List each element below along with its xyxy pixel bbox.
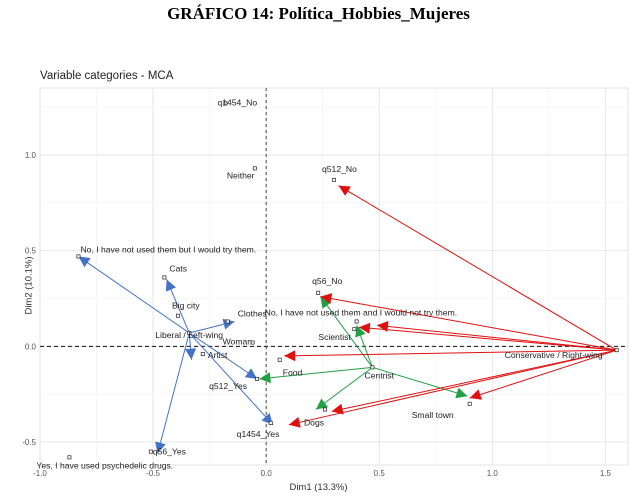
point-label-cats: Cats xyxy=(169,263,187,273)
arrow-head xyxy=(377,321,389,332)
x-tick-label: -1.0 xyxy=(33,469,47,478)
point-food xyxy=(277,357,282,362)
x-tick-label: 1.0 xyxy=(487,469,499,478)
arrow-line xyxy=(320,296,617,351)
point-woman xyxy=(250,340,255,345)
point-label-neither: Neither xyxy=(227,170,255,180)
x-tick-label: 0.5 xyxy=(374,469,386,478)
point-q512-yes xyxy=(255,376,260,381)
point-label-scientist: Scientist xyxy=(318,332,351,342)
point-q56-yes xyxy=(148,449,153,454)
arrow-head xyxy=(355,325,366,338)
arrow-line xyxy=(320,296,373,368)
point-clothes xyxy=(225,319,230,324)
arrow-head xyxy=(78,256,91,268)
arrow-head xyxy=(185,348,197,360)
point-no-i-have-not-used-them-but-i-would-try-them xyxy=(76,254,81,259)
arrow-head xyxy=(222,318,235,330)
point-label-yes-i-have-used-psychedelic-drugs: Yes, I have used psychedelic drugs. xyxy=(36,460,173,470)
point-label-artist: Artist xyxy=(208,350,228,360)
point-q1454-no xyxy=(223,101,228,106)
arrow-line xyxy=(469,349,617,399)
y-tick-label: 1.0 xyxy=(25,151,37,160)
point-centrist xyxy=(370,365,375,370)
arrow-head xyxy=(259,372,271,384)
point-small-town xyxy=(467,401,472,406)
arrow-line xyxy=(288,349,617,426)
point-label-small-town: Small town xyxy=(412,410,454,420)
arrow-head xyxy=(469,389,482,400)
arrow-head xyxy=(331,403,344,415)
arrow-head xyxy=(320,296,332,309)
arrow-head xyxy=(284,350,296,362)
point-label-food: Food xyxy=(283,368,303,378)
point-label-centrist: Centrist xyxy=(364,370,394,380)
point-label-q1454-no: q1454_No xyxy=(217,97,257,107)
arrow-line xyxy=(157,332,190,454)
x-tick-label: -0.5 xyxy=(146,469,160,478)
point-label-conservative-right-wing: Conservative / Right-wing xyxy=(505,350,603,360)
y-tick-label: 0.0 xyxy=(25,342,37,351)
arrow-head xyxy=(358,322,371,334)
x-tick-label: 0.0 xyxy=(261,469,273,478)
point-label-no-i-have-not-used-them-but-i-would-try-them: No, I have not used them but I would try… xyxy=(80,244,256,254)
arrow-head xyxy=(315,398,328,410)
point-label-big-city: Big city xyxy=(172,301,200,311)
arrow-line xyxy=(188,332,274,426)
point-label-clothes: Clothes xyxy=(238,308,267,318)
point-yes-i-have-used-psychedelic-drugs xyxy=(67,455,72,460)
arrow-head xyxy=(455,387,468,399)
arrow-line xyxy=(284,349,617,357)
point-liberal-left-wing xyxy=(187,331,192,335)
arrow-head xyxy=(244,368,258,379)
point-label-q1454-yes: q1454_Yes xyxy=(237,429,280,439)
point-q56-no xyxy=(316,290,321,295)
arrow-head xyxy=(320,293,333,304)
point-dogs xyxy=(323,407,327,412)
arrow-line xyxy=(376,324,617,351)
point-label-q512-yes: q512_Yes xyxy=(209,381,247,391)
point-artist xyxy=(200,352,205,356)
arrow-head xyxy=(155,441,166,454)
document-title: GRÁFICO 14: Política_Hobbies_Mujeres xyxy=(167,4,470,23)
arrow-head xyxy=(338,185,351,196)
point-label-liberal-left-wing: Liberal / Left-wing xyxy=(155,330,223,340)
arrow-head xyxy=(288,417,301,428)
point-label-dogs: Dogs xyxy=(304,418,324,428)
plot-panel xyxy=(39,87,629,466)
point-big-city xyxy=(176,313,180,318)
arrow-head xyxy=(165,279,176,292)
arrow-line xyxy=(259,366,373,380)
arrow-line xyxy=(338,185,617,351)
point-label-q56-yes: q56_Yes xyxy=(153,447,186,457)
point-no-i-have-not-used-them-and-i-would-not-try-them xyxy=(354,319,359,324)
arrow-line xyxy=(331,349,617,412)
point-scientist xyxy=(352,327,357,332)
point-q512-no xyxy=(332,177,336,182)
arrow-line xyxy=(78,255,190,334)
point-label-no-i-have-not-used-them-and-i-would-not-try-them: No, I have not used them and I would not… xyxy=(265,307,458,317)
x-axis-label: Dim1 (13.3%) xyxy=(289,482,348,493)
point-cats xyxy=(162,275,167,280)
y-tick-label: 0.5 xyxy=(25,247,37,256)
point-neither xyxy=(252,166,257,171)
point-label-woman: Woman xyxy=(223,337,253,347)
arrow-line xyxy=(315,366,373,410)
x-tick-label: 1.5 xyxy=(600,469,612,478)
arrow-line xyxy=(372,366,468,397)
point-label-q512-no: q512_No xyxy=(322,164,357,174)
arrow-line xyxy=(188,332,258,380)
y-tick-label: -0.5 xyxy=(22,438,36,447)
point-conservative-right-wing xyxy=(614,348,619,353)
point-q1454-yes xyxy=(268,420,273,425)
chart-title: Variable categories - MCA xyxy=(40,70,174,82)
arrow-line xyxy=(358,326,617,351)
point-label-q56-no: q56_No xyxy=(312,276,342,286)
